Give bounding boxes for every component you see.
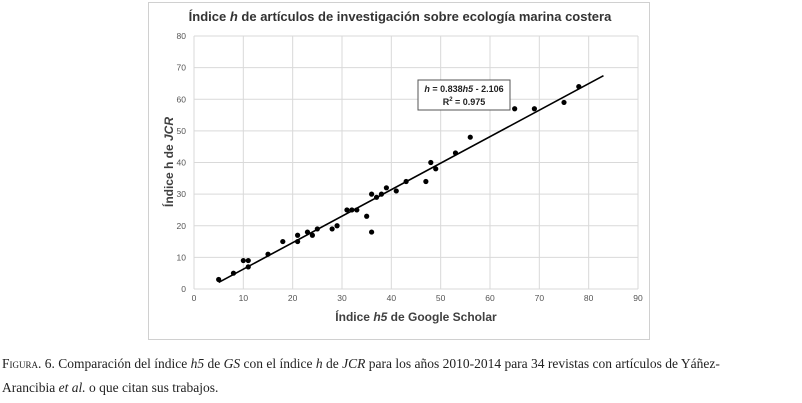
data-point-20 bbox=[369, 229, 375, 235]
r-squared-label: R2 = 0.975 bbox=[443, 97, 486, 107]
x-tick-labels: 0 10 20 30 40 50 60 70 80 90 bbox=[192, 293, 643, 303]
y-tick-label-30: 30 bbox=[177, 189, 187, 199]
y-tick-label-50: 50 bbox=[177, 126, 187, 136]
data-point-23 bbox=[383, 185, 389, 191]
data-points bbox=[216, 84, 582, 283]
x-tick-label-30: 30 bbox=[337, 293, 347, 303]
chart-frame bbox=[148, 2, 650, 340]
y-tick-label-40: 40 bbox=[177, 158, 187, 168]
y-axis-label: Índice h de JCR bbox=[161, 117, 176, 207]
scatter-chart: 0 10 20 30 40 50 60 70 80 0 10 20 30 40 50 60 70 80 90 Ín… bbox=[161, 9, 643, 324]
y-tick-label-20: 20 bbox=[177, 221, 187, 231]
data-point-26 bbox=[423, 178, 429, 185]
data-point-27 bbox=[428, 159, 434, 166]
x-tick-label-60: 60 bbox=[485, 293, 495, 303]
caption-label: Figura bbox=[2, 356, 39, 371]
data-point-14 bbox=[334, 223, 340, 229]
y-tick-label-60: 60 bbox=[177, 94, 187, 104]
y-tick-label-80: 80 bbox=[177, 31, 187, 41]
y-tick-label-70: 70 bbox=[177, 63, 187, 73]
data-point-24 bbox=[393, 188, 399, 194]
data-point-15 bbox=[344, 207, 350, 213]
trendline bbox=[218, 74, 604, 284]
data-point-28 bbox=[433, 166, 439, 172]
data-point-3 bbox=[240, 257, 246, 264]
x-tick-label-0: 0 bbox=[192, 293, 197, 303]
x-tick-label-70: 70 bbox=[535, 293, 545, 303]
x-tick-label-40: 40 bbox=[387, 293, 397, 303]
x-tick-label-80: 80 bbox=[584, 293, 594, 303]
data-point-9 bbox=[295, 232, 301, 238]
data-point-33 bbox=[561, 99, 567, 106]
data-point-32 bbox=[531, 106, 538, 112]
data-point-19 bbox=[369, 191, 375, 197]
x-tick-label-10: 10 bbox=[239, 293, 249, 303]
data-point-31 bbox=[512, 106, 518, 112]
data-point-18 bbox=[364, 213, 370, 219]
data-point-13 bbox=[329, 226, 335, 232]
figure-caption: Figura. 6. Comparación del índice h5 de … bbox=[2, 356, 720, 395]
data-point-11 bbox=[309, 232, 315, 238]
data-point-7 bbox=[280, 238, 286, 245]
x-tick-label-50: 50 bbox=[436, 293, 446, 303]
y-tick-label-0: 0 bbox=[181, 284, 186, 294]
x-tick-label-20: 20 bbox=[288, 293, 298, 303]
grid-lines bbox=[193, 35, 639, 290]
y-tick-label-10: 10 bbox=[177, 252, 187, 262]
chart-title: Índice h de artículos de investigación s… bbox=[189, 9, 612, 24]
x-axis-label: Índice h5 de Google Scholar bbox=[335, 309, 497, 324]
trendline-equation: h = 0.838h5 - 2.106 bbox=[424, 84, 503, 94]
x-tick-label-90: 90 bbox=[633, 293, 643, 303]
equation-box bbox=[417, 79, 511, 111]
y-tick-labels: 0 10 20 30 40 50 60 70 80 bbox=[177, 31, 187, 294]
data-point-4 bbox=[245, 257, 251, 264]
data-point-30 bbox=[467, 134, 473, 140]
